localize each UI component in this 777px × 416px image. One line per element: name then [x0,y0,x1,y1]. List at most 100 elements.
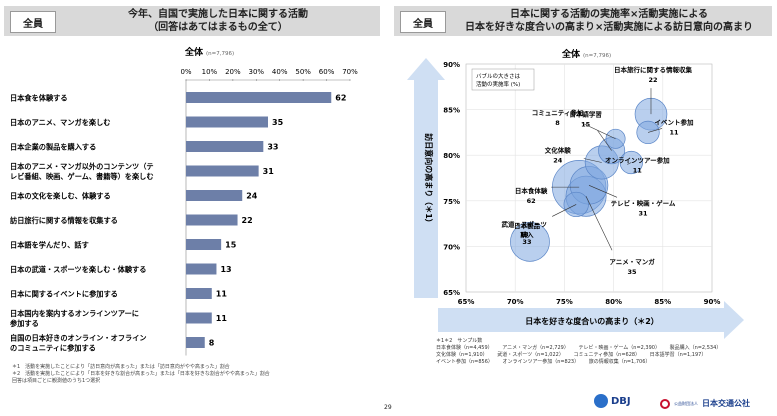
bar [186,214,238,226]
sample-item: コミュニティ参加（n=628） [573,352,641,358]
bubble-chart: 全体 (n=7,796) 日本を好きな度合いの高まり（＊2） 訪日意向の高まり（＊… [407,48,744,339]
bar-value-label: 35 [272,118,284,127]
right-title-line2: 日本を好きな度合いの高まり×活動実施による訪日意向の高まり [464,22,754,33]
jtb-logo-small: 公益財団法人 [674,400,698,406]
note-2: ＊2 活動を実施したことにより「日本を好きな割合が高まった」または「日本を好きな… [12,371,270,377]
sample-item: 製品購入（n=2,534） [669,345,722,351]
sample-item: アニメ・マンガ（n=2,729） [502,345,569,351]
bubble-chart-n-label: (n=7,796) [583,53,611,59]
bubble-value: 8 [555,119,560,127]
leader-line [585,196,613,251]
left-header: 全員 今年、自国で実施した日本に関する活動 （回答はあてはまるもの全て） [4,6,380,36]
x-tick-label: 20% [225,68,241,76]
dbj-logo-icon [594,394,608,408]
jtb-logo: 公益財団法人 日本交通公社 [660,398,750,409]
category-label: 訪日旅行に関する情報を収集する [10,216,118,225]
bar-value-label: 11 [216,314,228,323]
leader-line [597,130,612,151]
bubble-label: 日本製品 [514,221,541,230]
sample-item: 武道・スポーツ（n=1,022） [497,352,564,358]
x-tick-label: 10% [202,68,218,76]
left-title-line1: 今年、自国で実施した日本に関する活動 [128,9,308,20]
y-tick-label: 80% [443,152,460,160]
bubble [510,221,550,262]
category-label: 参加する [9,319,39,328]
y-tick-label: 70% [443,243,460,251]
bar [186,337,205,348]
bubble-label: テレビ・映画・ゲーム [611,198,676,207]
bar [186,312,212,324]
bubble [563,191,589,218]
bubble-value: 33 [522,238,531,246]
jtb-logo-icon [660,398,670,409]
leader-line [552,204,577,217]
bar [186,288,212,299]
sample-row: 日本食体験（n=4,459） アニメ・マンガ（n=2,729） テレビ・映画・ゲ… [436,345,772,352]
note-3: 回答は項目ごとに観測値のうち1つ選択 [12,378,101,384]
bubble-value: 22 [648,76,657,84]
bar-chart-subtitle: 全体 [184,46,204,58]
y-tick-label: 90% [443,61,460,69]
leader-line [647,128,663,133]
sample-item: 日本語学習（n=1,197） [649,352,707,358]
sample-row: イベント参加（n=856） オンラインツアー参加（n=823） 旅の情報収集（n… [436,359,772,366]
x-tick-label: 75% [556,298,573,306]
jtb-logo-text: 日本交通公社 [702,399,750,408]
bar [186,263,217,275]
category-label: レビ番組、映画、ゲーム、書籍等）を楽しむ [10,172,154,181]
right-title: 日本に関する活動の実施率×活動実施による 日本を好きな度合いの高まり×活動実施に… [450,8,768,34]
right-title-line1: 日本に関する活動の実施率×活動実施による [509,9,709,20]
bar-value-label: 62 [335,94,346,103]
bar-chart-n-label: (n=7,796) [206,51,234,57]
bar [186,165,259,177]
respondent-tag: 全員 [400,11,446,33]
bubble-label: オンラインツアー参加 [605,155,670,164]
x-axis-arrow [438,301,744,339]
bubble-label: 日本語学習 [569,110,602,119]
leader-line [583,158,602,163]
bar-value-label: 8 [209,339,215,348]
bar-value-label: 13 [220,265,231,274]
bubble [636,120,660,145]
bubble-value: 31 [638,209,648,217]
dbj-logo-text: DBJ [611,395,631,407]
bubble-label: 購入 [519,230,534,239]
bubble-label: 文化体験 [544,145,572,154]
bubble-size-note: 活動の実施率 (%) [476,80,520,88]
bar-value-label: 11 [216,290,228,299]
x-tick-label: 60% [319,68,335,76]
bubble-label: アニメ・マンガ [609,257,655,266]
x-tick-label: 65% [458,298,475,306]
bar-value-label: 15 [225,241,237,250]
y-tick-label: 65% [443,289,460,297]
sample-title: ＊1＊2 サンプル数 [436,338,483,344]
category-label: 日本食を体験する [10,94,68,103]
bar-value-label: 22 [242,216,253,225]
bubble-value: 35 [628,268,638,276]
y-tick-label: 85% [443,107,460,115]
sample-item: 日本食体験（n=4,459） [436,345,493,351]
category-label: 日本語を学んだり、話す [10,241,89,250]
sample-item: テレビ・映画・ゲーム（n=2,390） [578,345,660,351]
category-label: 自国の日本好きのオンライン・オフライン [10,334,147,343]
leader-line [581,122,616,140]
sample-item: 文化体験（n=1,910） [436,352,488,358]
category-label: 日本のアニメ・マンガ以外のコンテンツ（テ [10,162,154,171]
sample-item: 旅の情報収集（n=1,706） [588,359,651,365]
y-tick-label: 75% [443,198,460,206]
category-label: 日本企業の製品を購入する [10,143,96,152]
x-tick-label: 30% [249,68,265,76]
category-label: のコミュニティに参加する [10,344,96,353]
bar [186,92,332,103]
bar-value-label: 24 [246,192,258,201]
y-axis-arrow [407,58,445,298]
bubble-label: コミュニティ参加 [532,108,584,117]
right-header: 全員 日本に関する活動の実施率×活動実施による 日本を好きな度合いの高まり×活動… [394,6,772,36]
bubble-label: 武道・スポーツ [502,219,548,228]
x-tick-label: 70% [342,68,358,76]
sample-notes: ＊1＊2 サンプル数 日本食体験（n=4,459） アニメ・マンガ（n=2,72… [436,338,772,366]
x-tick-label: 70% [507,298,524,306]
bubble-value: 11 [670,128,680,136]
leader-line [588,185,618,198]
bubble-value: 13 [520,230,529,238]
